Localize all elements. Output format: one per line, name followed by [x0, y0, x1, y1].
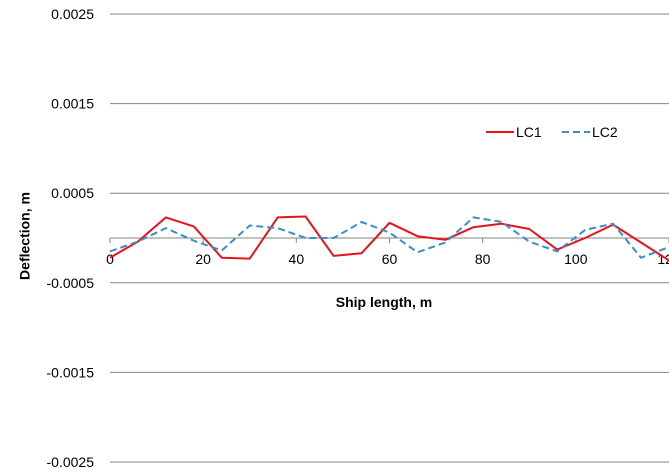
series-layer	[109, 215, 669, 262]
legend-label-lc1: LC1	[516, 124, 542, 140]
y-tick-label: 0.0005	[51, 185, 94, 201]
y-tick-label: 0.0025	[51, 6, 94, 22]
series-line-lc1	[109, 215, 669, 262]
legend: LC1 LC2	[486, 124, 618, 140]
gridlines	[110, 13, 669, 463]
x-axis-title: Ship length, m	[336, 294, 432, 310]
x-tick-label: 0	[106, 251, 114, 267]
x-tick-label: 120	[657, 251, 669, 267]
x-tick-label: 80	[475, 251, 491, 267]
y-tick-label: 0.0015	[51, 96, 94, 112]
y-tick-label: -0.0005	[47, 275, 95, 291]
x-tick-label: 40	[289, 251, 305, 267]
series-line-lc2	[109, 216, 669, 259]
x-tick-label: 60	[382, 251, 398, 267]
legend-label-lc2: LC2	[592, 124, 618, 140]
y-tick-label: -0.0025	[47, 454, 95, 470]
x-tick-label: 100	[564, 251, 588, 267]
y-tick-labels: 0.0025 0.0015 0.0005 -0.0005 -0.0015 -0.0025	[47, 6, 95, 470]
y-tick-label: -0.0015	[47, 364, 95, 380]
x-tick-label: 20	[195, 251, 211, 267]
x-tick-labels: 0 20 40 60 80 100 120	[106, 238, 669, 267]
y-axis-title: Deflection, m	[17, 192, 33, 280]
